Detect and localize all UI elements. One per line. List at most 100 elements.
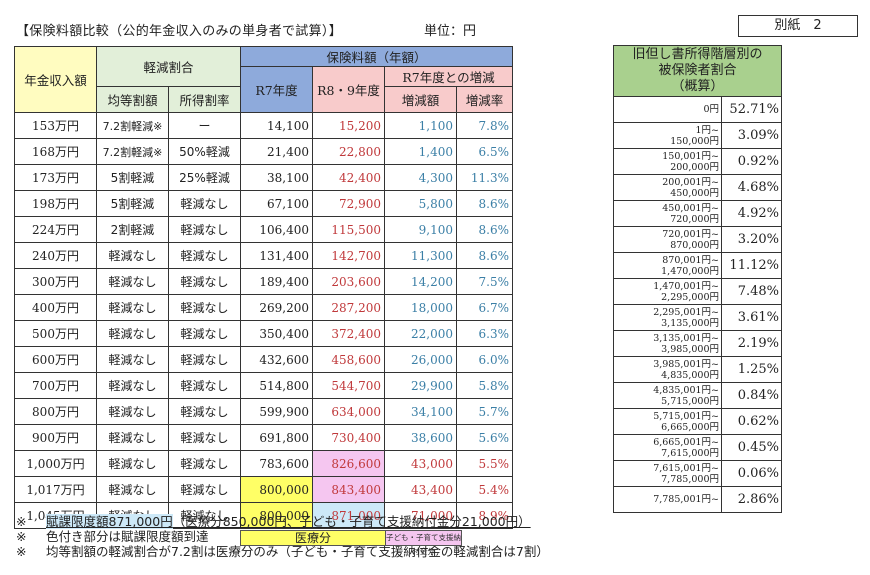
- income-cell: 1,017万円: [14, 476, 97, 503]
- bracket-to: 7,615,000円: [661, 447, 719, 459]
- bracket-to: 5,715,000円: [661, 395, 719, 407]
- bracket-from: 5,715,001円~: [653, 410, 719, 422]
- header-r7: R7年度: [240, 66, 313, 113]
- income-reduction-cell: 軽減なし: [168, 242, 241, 269]
- table-row: 300万円 軽減なし 軽減なし 189,400 203,600 14,200 7…: [14, 268, 513, 295]
- income-cell: 198万円: [14, 190, 97, 217]
- table-row: 1,017万円 軽減なし 軽減なし 800,000 843,400 43,400…: [14, 476, 513, 503]
- rate-cell: 8.6%: [456, 242, 513, 269]
- premium-comparison-table: 年金収入額 軽減割合 保険料額（年額） R7年度 R8・9年度 R7年度との増減…: [14, 46, 513, 529]
- bracket-pct: 2.86%: [721, 486, 782, 513]
- footnote-1: ※ 賦課限度額871,000円（医療分850,000円、子ども・子育て支援納付金分…: [16, 514, 549, 529]
- bracket-to: 870,000円: [670, 239, 719, 251]
- bracket-to: 3,135,000円: [661, 317, 719, 329]
- bracket-row: 1円~ 150,000円 3.09%: [613, 122, 782, 149]
- rate-cell: 6.5%: [456, 138, 513, 165]
- income-reduction-cell: 軽減なし: [168, 476, 241, 503]
- rate-cell: 6.7%: [456, 294, 513, 321]
- bracket-header-line2: 被保険者割合: [658, 63, 737, 78]
- diff-cell: 29,900: [384, 372, 457, 399]
- flat-reduction-cell: 7.2割軽減※: [96, 138, 169, 165]
- bracket-pct: 0.06%: [721, 460, 782, 487]
- r89-cell: 372,400: [312, 320, 385, 347]
- table-row: 800万円 軽減なし 軽減なし 599,900 634,000 34,100 5…: [14, 398, 513, 425]
- income-reduction-cell: 軽減なし: [168, 450, 241, 477]
- r89-cell: 15,200: [312, 112, 385, 139]
- header-change: R7年度との増減: [384, 66, 513, 87]
- bracket-to: 7,785,000円: [661, 473, 719, 485]
- unit-label: 単位：円: [424, 24, 477, 39]
- r7-cell-limit-medical: 800,000: [240, 502, 313, 529]
- rate-cell: 5.8%: [456, 372, 513, 399]
- table-row: 224万円 2割軽減 軽減なし 106,400 115,500 9,100 8.…: [14, 216, 513, 243]
- bracket-from: 4,835,001円~: [653, 384, 719, 396]
- page-title: 【保険料額比較（公的年金収入のみの単身者で試算）】: [16, 24, 343, 39]
- flat-reduction-cell: 軽減なし: [96, 242, 169, 269]
- limit-breakdown-text: （医療分850,000円、子ども・子育て支援納付金分21,000円）: [172, 514, 531, 529]
- bracket-from: 3,985,001円~: [653, 358, 719, 370]
- r89-cell: 115,500: [312, 216, 385, 243]
- bracket-row: 150,001円~ 200,000円 0.92%: [613, 148, 782, 175]
- rate-cell: 5.4%: [456, 476, 513, 503]
- diff-cell: 1,100: [384, 112, 457, 139]
- rate-cell: 6.0%: [456, 346, 513, 373]
- diff-cell: 1,400: [384, 138, 457, 165]
- income-bracket-table: 旧但し書所得階層別の 被保険者割合 （概算） 0円 52.71% 1円~ 150,0…: [613, 45, 782, 513]
- r89-cell: 142,700: [312, 242, 385, 269]
- r89-cell: 730,400: [312, 424, 385, 451]
- income-cell: 1,000万円: [14, 450, 97, 477]
- flat-reduction-cell: 軽減なし: [96, 424, 169, 451]
- bracket-to: 2,295,000円: [661, 291, 719, 303]
- bracket-pct: 1.25%: [721, 356, 782, 383]
- bracket-pct: 3.09%: [721, 122, 782, 149]
- income-cell: 900万円: [14, 424, 97, 451]
- bracket-row: 3,985,001円~ 4,835,000円 1.25%: [613, 356, 782, 383]
- income-cell: 173万円: [14, 164, 97, 191]
- rate-cell: 8.6%: [456, 190, 513, 217]
- bracket-pct: 3.61%: [721, 304, 782, 331]
- footnotes: ※ 賦課限度額871,000円（医療分850,000円、子ども・子育て支援納付金分…: [16, 514, 549, 559]
- bracket-from: 0円: [703, 104, 719, 115]
- bracket-from: 1円~: [695, 124, 719, 136]
- note-mark: ※: [16, 514, 27, 529]
- rate-cell: 7.8%: [456, 112, 513, 139]
- table-row: 1,045万円 軽減なし 軽減なし 800,000 871,000 71,000…: [14, 502, 513, 529]
- r7-cell: 599,900: [240, 398, 313, 425]
- income-cell: 500万円: [14, 320, 97, 347]
- bracket-to: 3,985,000円: [661, 343, 719, 355]
- rate-cell: 5.5%: [456, 450, 513, 477]
- rate-cell: 8.6%: [456, 216, 513, 243]
- diff-cell: 22,000: [384, 320, 457, 347]
- flat-reduction-cell: 軽減なし: [96, 268, 169, 295]
- rate-cell: 5.6%: [456, 424, 513, 451]
- income-cell: 300万円: [14, 268, 97, 295]
- bracket-row: 450,001円~ 720,000円 4.92%: [613, 200, 782, 227]
- bracket-row: 870,001円~ 1,470,000円 11.12%: [613, 252, 782, 279]
- diff-cell: 11,300: [384, 242, 457, 269]
- r7-cell: 67,100: [240, 190, 313, 217]
- flat-reduction-cell: 5割軽減: [96, 190, 169, 217]
- flat-reduction-cell: 5割軽減: [96, 164, 169, 191]
- bracket-from: 7,785,001円~: [653, 494, 719, 505]
- flat-reduction-cell: 軽減なし: [96, 320, 169, 347]
- table-row: 173万円 5割軽減 25%軽減 38,100 42,400 4,300 11.…: [14, 164, 513, 191]
- r89-cell-limit-child: 843,400: [312, 476, 385, 503]
- income-reduction-cell: 軽減なし: [168, 372, 241, 399]
- bracket-pct: 7.48%: [721, 278, 782, 305]
- bracket-pct: 11.12%: [721, 252, 782, 279]
- bracket-from: 870,001円~: [662, 254, 719, 266]
- table-row: 1,000万円 軽減なし 軽減なし 783,600 826,600 43,000…: [14, 450, 513, 477]
- header-reduction-income: 所得割率: [168, 86, 241, 113]
- bracket-row: 200,001円~ 450,000円 4.68%: [613, 174, 782, 201]
- flat-reduction-cell: 軽減なし: [96, 398, 169, 425]
- bracket-to: 150,000円: [670, 135, 719, 147]
- bracket-pct: 0.45%: [721, 434, 782, 461]
- bracket-to: 1,470,000円: [661, 265, 719, 277]
- bracket-pct: 0.84%: [721, 382, 782, 409]
- income-cell: 240万円: [14, 242, 97, 269]
- income-reduction-cell: 軽減なし: [168, 398, 241, 425]
- r7-cell: 514,800: [240, 372, 313, 399]
- bracket-pct: 2.19%: [721, 330, 782, 357]
- r7-cell: 269,200: [240, 294, 313, 321]
- bracket-to: 720,000円: [670, 213, 719, 225]
